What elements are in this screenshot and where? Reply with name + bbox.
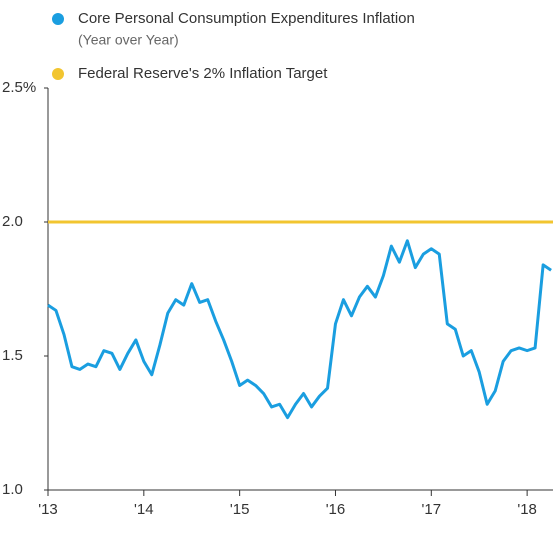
x-tick-label: '16 (326, 501, 346, 518)
legend-swatch (52, 13, 64, 25)
legend-swatch (52, 68, 64, 80)
y-tick-label: 2.0 (2, 213, 23, 230)
legend-note: (Year over Year) (78, 32, 179, 48)
y-tick-label: 2.5% (2, 79, 36, 96)
legend-label: Core Personal Consumption Expenditures I… (78, 10, 415, 27)
x-tick-label: '18 (517, 501, 537, 518)
data-line (47, 239, 552, 420)
x-tick-label: '14 (134, 501, 154, 518)
x-tick-label: '15 (230, 501, 250, 518)
x-tick-label: '17 (422, 501, 442, 518)
legend-label: Federal Reserve's 2% Inflation Target (78, 65, 328, 82)
x-tick-label: '13 (38, 501, 58, 518)
y-tick-label: 1.0 (2, 481, 23, 498)
y-tick-label: 1.5 (2, 347, 23, 364)
